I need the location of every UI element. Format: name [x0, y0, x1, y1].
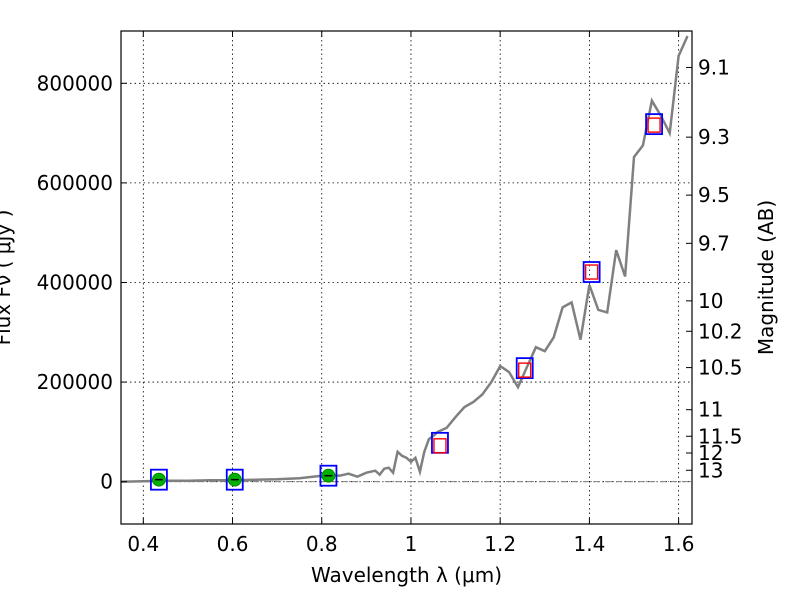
magnitude-tick-label: 9.1: [698, 55, 730, 79]
x-tick-label: 1.6: [663, 532, 695, 556]
plot-frame: [120, 30, 693, 525]
observed-photometry-square: [518, 362, 532, 378]
y-tick-label: 400000: [37, 270, 113, 294]
magnitude-tick-label: 9.7: [698, 231, 730, 255]
magnitude-axis-label: Magnitude (AB): [754, 200, 778, 355]
y-tick-label: 800000: [37, 71, 113, 95]
photometry-markers: [150, 113, 663, 491]
observed-photometry-square: [584, 264, 599, 280]
observed-photometry-square: [647, 117, 661, 133]
y-tick-label: 600000: [37, 171, 113, 195]
magnitude-tick-label: 10.5: [698, 356, 743, 380]
model-photometry-box: [582, 261, 601, 283]
model-photometry-box: [515, 357, 534, 380]
x-tick-label: 1.4: [573, 532, 605, 556]
y-tick-label: 200000: [37, 370, 113, 394]
x-tick-label: 0.4: [127, 532, 159, 556]
model-photometry-box: [319, 464, 338, 487]
model-photometry-box: [150, 468, 168, 491]
spectrum-series: [120, 35, 689, 483]
x-tick-label: 0.6: [217, 532, 249, 556]
magnitude-tick-label: 10: [698, 289, 723, 313]
model-photometry-box: [225, 468, 244, 491]
x-axis-label: Wavelength λ (μm): [311, 563, 502, 587]
x-tick-label: 0.8: [306, 532, 338, 556]
spectrum-line: [120, 35, 689, 483]
model-photometry-box: [645, 113, 663, 136]
magnitude-tick-label: 9.3: [698, 125, 730, 149]
y-axis-label: Flux Fν ( μJy ): [0, 210, 15, 346]
y-tick-label: 0: [100, 470, 113, 494]
x-tick-label: 1.2: [484, 532, 516, 556]
observed-photometry-square: [433, 438, 447, 454]
grid-lines: [121, 31, 692, 524]
magnitude-tick-label: 11.5: [698, 424, 743, 448]
magnitude-tick-label: 10.2: [698, 319, 743, 343]
magnitude-tick-label: 11: [698, 398, 723, 422]
magnitude-tick-label: 13: [698, 458, 723, 482]
magnitude-tick-label: 9.5: [698, 183, 730, 207]
x-axis-ticks: 0.4 0.6 0.8 1 1.2 1.4 1.6: [127, 31, 695, 556]
magnitude-tick-label: 12: [698, 441, 723, 465]
x-tick-label: 1: [405, 532, 418, 556]
y-axis-ticks: 0 200000 400000 600000 800000: [37, 71, 127, 494]
